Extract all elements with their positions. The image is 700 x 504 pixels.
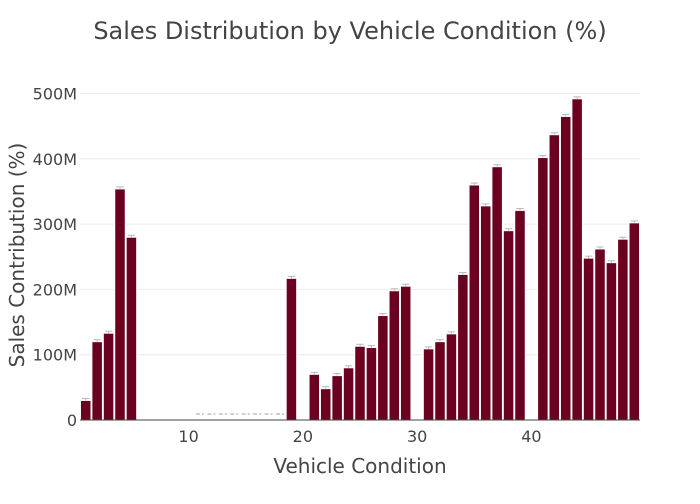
bar [445, 333, 458, 421]
bar [628, 222, 641, 421]
bar [468, 184, 481, 421]
bar [559, 115, 572, 421]
bar [331, 375, 343, 421]
x-tick-label: 40 [521, 427, 541, 446]
bar [537, 157, 549, 421]
bar [605, 262, 618, 421]
bar [114, 188, 126, 421]
bar [502, 230, 515, 421]
bar [582, 257, 595, 421]
bar [285, 277, 298, 421]
bar [457, 273, 469, 421]
bar [548, 134, 561, 421]
bar [79, 399, 92, 421]
bar [354, 345, 366, 421]
bars [79, 98, 641, 421]
bar [342, 367, 355, 421]
bar [617, 238, 629, 421]
bar [434, 341, 446, 421]
bar [102, 332, 115, 421]
chart-title: Sales Distribution by Vehicle Condition … [93, 17, 606, 45]
x-tick-label: 20 [293, 427, 313, 446]
y-tick-label: 100M [33, 346, 77, 365]
bar [91, 341, 103, 421]
x-axis-title: Vehicle Condition [273, 454, 446, 478]
bar [594, 248, 606, 421]
y-tick-label: 400M [33, 150, 77, 169]
bar [571, 98, 583, 421]
y-tick-label: 0 [67, 411, 77, 430]
x-tick-label: 30 [407, 427, 427, 446]
bar [388, 290, 401, 421]
y-tick-label: 300M [33, 215, 77, 234]
x-tick-label: 10 [178, 427, 198, 446]
bar [491, 166, 503, 421]
bar [365, 347, 378, 421]
y-axis-title: Sales Contribution (%) [5, 143, 29, 368]
bar [422, 348, 435, 421]
bar [399, 285, 412, 421]
bar [514, 209, 526, 421]
error-bars [82, 96, 638, 415]
y-tick-label: 200M [33, 280, 77, 299]
tick-labels: 0 100M 200M 300M 400M 500M 10 20 30 40 [33, 85, 542, 446]
bar [377, 315, 389, 421]
y-tick-label: 500M [33, 85, 77, 104]
bar [319, 388, 332, 421]
bar [479, 205, 492, 421]
bar [125, 236, 138, 421]
bar [308, 373, 321, 421]
